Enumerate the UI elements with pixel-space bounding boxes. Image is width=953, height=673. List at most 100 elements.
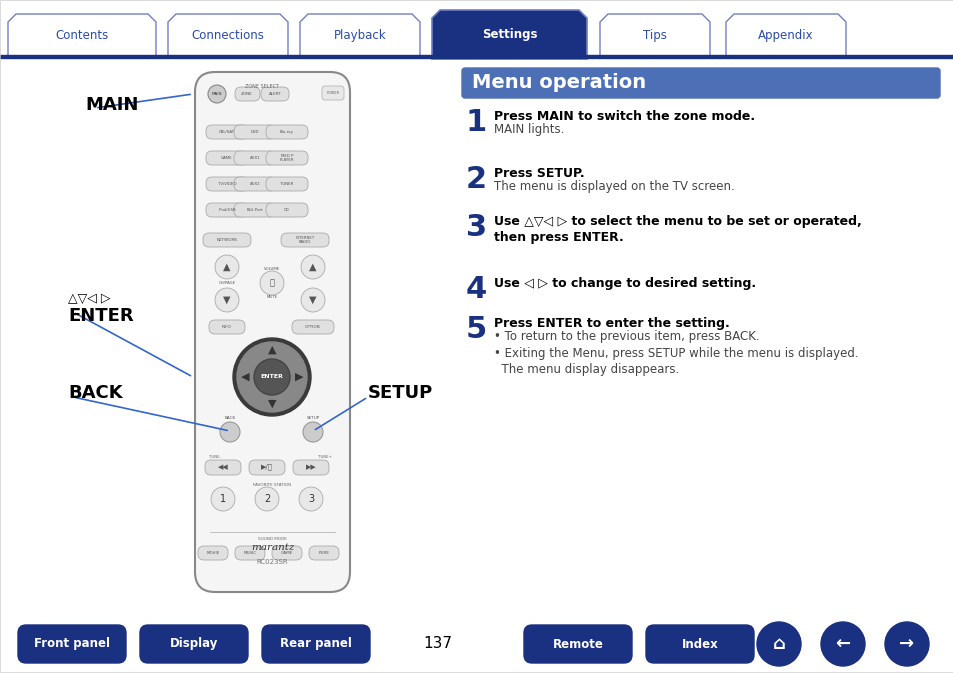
FancyBboxPatch shape — [322, 86, 344, 100]
Text: DVD: DVD — [251, 130, 259, 134]
Text: TUNER: TUNER — [280, 182, 294, 186]
Text: ZONE: ZONE — [241, 92, 253, 96]
Text: marantz: marantz — [251, 542, 294, 551]
Text: VOLUME: VOLUME — [264, 267, 280, 271]
Text: 2: 2 — [264, 494, 270, 504]
Text: Remote: Remote — [552, 637, 603, 651]
FancyBboxPatch shape — [206, 125, 248, 139]
Text: BACK: BACK — [224, 416, 235, 420]
Text: MOVIE: MOVIE — [206, 551, 219, 555]
Polygon shape — [725, 14, 845, 57]
Text: ▲: ▲ — [223, 262, 231, 272]
Text: SETUP: SETUP — [306, 416, 319, 420]
Text: ENTER: ENTER — [260, 374, 283, 380]
Text: 5: 5 — [465, 315, 487, 344]
Text: Playback: Playback — [334, 29, 386, 42]
FancyBboxPatch shape — [309, 546, 338, 560]
Circle shape — [253, 359, 290, 395]
Circle shape — [757, 622, 801, 666]
FancyBboxPatch shape — [292, 320, 334, 334]
FancyBboxPatch shape — [461, 68, 939, 98]
Text: ▼: ▼ — [309, 295, 316, 305]
Circle shape — [254, 487, 278, 511]
Text: Use △▽◁ ▷ to select the menu to be set or operated,
then press ENTER.: Use △▽◁ ▷ to select the menu to be set o… — [494, 215, 861, 244]
Text: Index: Index — [680, 637, 718, 651]
Text: FAVORITE STATION: FAVORITE STATION — [253, 483, 291, 487]
Text: ▼: ▼ — [268, 399, 276, 409]
Text: →: → — [899, 635, 914, 653]
Text: Display: Display — [170, 637, 218, 651]
Text: 3: 3 — [308, 494, 314, 504]
FancyBboxPatch shape — [266, 125, 308, 139]
FancyBboxPatch shape — [281, 233, 329, 247]
Text: 🔇: 🔇 — [269, 279, 274, 287]
FancyBboxPatch shape — [206, 151, 248, 165]
Text: ZONE SELECT: ZONE SELECT — [245, 85, 279, 90]
FancyBboxPatch shape — [233, 151, 275, 165]
Text: 1: 1 — [465, 108, 487, 137]
Circle shape — [214, 288, 239, 312]
FancyBboxPatch shape — [272, 546, 302, 560]
Text: INTERNET
RADIO: INTERNET RADIO — [295, 236, 314, 244]
FancyBboxPatch shape — [645, 625, 753, 663]
Text: SOUND MODE: SOUND MODE — [257, 537, 286, 541]
Text: 137: 137 — [423, 637, 452, 651]
Text: Menu operation: Menu operation — [472, 73, 645, 92]
FancyBboxPatch shape — [234, 546, 265, 560]
Text: ENTER: ENTER — [68, 307, 133, 325]
FancyBboxPatch shape — [266, 151, 308, 165]
Text: iPod/USB: iPod/USB — [218, 208, 235, 212]
FancyBboxPatch shape — [233, 177, 275, 191]
Text: AUX1: AUX1 — [250, 156, 260, 160]
Circle shape — [260, 271, 284, 295]
Text: GAME: GAME — [221, 156, 233, 160]
Text: CH/PAGE: CH/PAGE — [218, 281, 235, 285]
Text: MED P
PLAYER: MED P PLAYER — [279, 154, 294, 162]
FancyBboxPatch shape — [234, 87, 260, 101]
Text: TV/VIDEO: TV/VIDEO — [217, 182, 236, 186]
Text: ⌂: ⌂ — [772, 635, 784, 653]
FancyBboxPatch shape — [203, 233, 251, 247]
Text: CBL/SAT: CBL/SAT — [218, 130, 234, 134]
Text: ◀◀: ◀◀ — [217, 464, 228, 470]
Circle shape — [821, 622, 864, 666]
Circle shape — [298, 487, 323, 511]
Text: 1: 1 — [220, 494, 226, 504]
Text: BLU-Port: BLU-Port — [247, 208, 263, 212]
Text: ▲: ▲ — [309, 262, 316, 272]
Circle shape — [301, 255, 325, 279]
Circle shape — [214, 255, 239, 279]
Text: ▶▶: ▶▶ — [305, 464, 316, 470]
Text: Contents: Contents — [55, 29, 109, 42]
Text: △▽◁ ▷: △▽◁ ▷ — [68, 291, 111, 304]
Text: TUNE-: TUNE- — [209, 455, 221, 459]
Polygon shape — [432, 10, 586, 59]
Circle shape — [208, 85, 226, 103]
Circle shape — [303, 422, 323, 442]
Text: ←: ← — [835, 635, 850, 653]
Text: ▼: ▼ — [223, 295, 231, 305]
FancyBboxPatch shape — [209, 320, 245, 334]
Text: MUSIC: MUSIC — [243, 551, 256, 555]
Text: MAIN: MAIN — [212, 92, 222, 96]
FancyBboxPatch shape — [205, 460, 241, 475]
Text: MAIN: MAIN — [85, 96, 138, 114]
Text: • To return to the previous item, press BACK.
• Exiting the Menu, press SETUP wh: • To return to the previous item, press … — [494, 330, 858, 376]
Bar — [0, 55, 953, 58]
Text: ◀: ◀ — [240, 372, 249, 382]
FancyBboxPatch shape — [206, 177, 248, 191]
Text: NETWORK: NETWORK — [216, 238, 237, 242]
Text: OPTION: OPTION — [305, 325, 320, 329]
Text: POWER: POWER — [326, 91, 339, 95]
Text: Blu-ray: Blu-ray — [280, 130, 294, 134]
FancyBboxPatch shape — [261, 87, 289, 101]
Text: ▶/⏸: ▶/⏸ — [261, 464, 273, 470]
Text: Settings: Settings — [481, 28, 537, 41]
Text: Press SETUP.: Press SETUP. — [494, 167, 584, 180]
Polygon shape — [299, 14, 419, 57]
FancyBboxPatch shape — [194, 72, 350, 592]
Circle shape — [211, 487, 234, 511]
Text: Connections: Connections — [192, 29, 264, 42]
Text: CD: CD — [284, 208, 290, 212]
Text: RC023SR: RC023SR — [256, 559, 288, 565]
